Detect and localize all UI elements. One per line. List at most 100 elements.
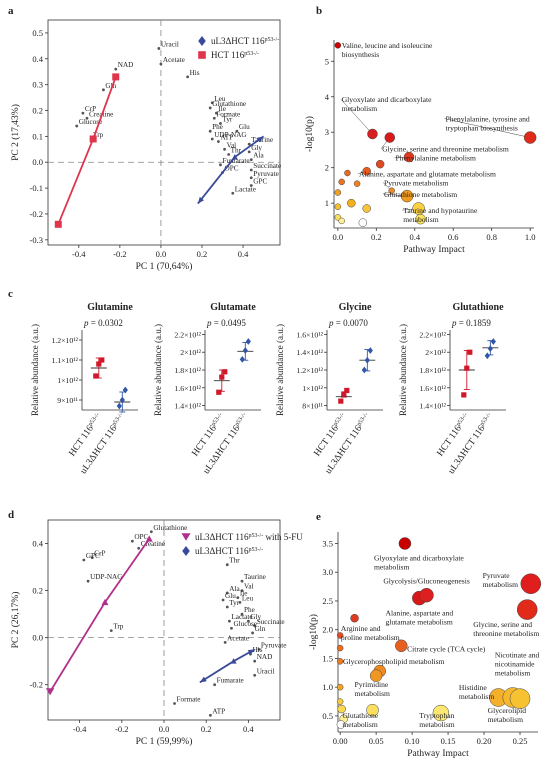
p-value-label: p = 0.0495 <box>206 318 246 328</box>
annotation-pointer <box>340 98 373 135</box>
x-tick-label: -0.2 <box>113 249 126 259</box>
pathway-label: tryptophan biosynthesis <box>446 124 518 133</box>
loading-label: Gly <box>250 613 261 621</box>
panel-letter: e <box>316 511 321 523</box>
pathway-bubble <box>395 639 408 653</box>
data-point <box>461 392 467 398</box>
loading-point <box>85 116 89 120</box>
loading-label: UDP-NAG <box>214 131 246 139</box>
group-label: uL3ΔHCT 116p53-/- <box>202 412 251 476</box>
pathway-label: proline metabolism <box>341 633 400 642</box>
loading-point <box>210 101 214 105</box>
loading-label: Ala <box>253 152 264 160</box>
y-tick-label: 5 <box>325 56 329 66</box>
loading-label: Gly <box>251 144 262 152</box>
pathway-bubble <box>353 180 361 187</box>
loading-label: Succinate <box>257 618 285 626</box>
y-tick-label: -0.1 <box>30 183 43 193</box>
pathway-bubble <box>388 187 395 195</box>
axes-frame <box>47 19 281 246</box>
x-tick-label: 0.4 <box>243 724 254 734</box>
loading-point <box>75 124 79 128</box>
x-axis-label: Pathway Impact <box>403 245 465 255</box>
loading-label: Formate <box>177 696 201 704</box>
loading-point <box>225 591 229 595</box>
score-line <box>57 76 117 225</box>
data-point <box>344 387 350 394</box>
y-tick-label: 1.1×10¹² <box>51 356 78 365</box>
pathway-label: metabolism <box>355 689 391 698</box>
dotplot-glutathione: Glutathione p = 0.1859 1.4×10¹² 1.6×10¹² 1.8… <box>398 302 506 476</box>
y-tick-label: 8×10¹¹ <box>302 402 323 411</box>
loading-point <box>90 556 94 560</box>
pathway-label: Glycine, serine and threonine metabolism <box>382 145 509 154</box>
pathway-bubble <box>384 132 396 143</box>
x-tick-label: 0.2 <box>197 249 208 259</box>
data-point <box>219 374 225 380</box>
data-point <box>216 389 222 395</box>
y-tick-label: 2×10¹² <box>425 348 446 357</box>
loading-point <box>235 129 239 133</box>
y-tick-label: 2 <box>325 163 329 173</box>
pathway-bubble <box>362 166 371 176</box>
pathway-label: Phenylalanine, tyrosine and <box>446 115 530 124</box>
y-axis-label: -log10(p) <box>304 116 315 152</box>
group-label: uL3ΔHCT 116p53-/- <box>447 412 496 476</box>
data-point <box>99 357 105 363</box>
loading-label: Trp <box>93 131 104 139</box>
panel-letter: d <box>8 509 14 521</box>
pathway-bubble <box>400 189 414 203</box>
y-tick-label: 0.0 <box>32 157 43 167</box>
loading-label: Lactate <box>231 613 252 621</box>
panel-letter: b <box>316 5 322 17</box>
loading-label: Glucose <box>79 118 103 126</box>
y-tick-label: 0.2 <box>32 106 43 116</box>
loading-point <box>82 558 86 562</box>
pca-panel-d: -0.4 -0.2 0.0 0.2 0.4 -0.2 0.0 0.2 0.4 PC 1 (59,9… <box>8 509 303 747</box>
loading-point <box>209 713 212 717</box>
loading-label: GPC <box>86 552 100 560</box>
pathway-bubble <box>338 217 345 225</box>
group-label: uL3ΔHCT 116p53-/- <box>324 412 373 476</box>
loading-point <box>223 147 226 151</box>
score-marker <box>45 688 55 696</box>
y-tick-label: 2.2×10¹² <box>174 330 201 339</box>
pathway-label: metabolism <box>419 720 455 729</box>
loading-point <box>249 184 253 187</box>
loading-point <box>210 137 214 141</box>
loading-label: His <box>252 646 262 654</box>
pathway-label: metabolism <box>495 668 531 677</box>
pathway-bubble <box>334 203 342 210</box>
loading-label: Ile <box>218 105 226 113</box>
x-tick-label: 0.05 <box>369 736 384 746</box>
annotation-pointer <box>444 118 531 138</box>
loading-label: GPC <box>253 178 267 186</box>
pathway-label: nicotinamide <box>495 659 535 668</box>
loading-label: Trp <box>113 623 124 631</box>
p-value-label: p = 0.0070 <box>328 318 368 328</box>
x-axis-label: PC 1 (70,64%) <box>136 261 193 272</box>
data-point <box>93 373 99 379</box>
y-tick-label: 0.4 <box>32 54 43 64</box>
y-tick-label: 1.6×10¹² <box>419 384 446 393</box>
loading-label: OPC <box>134 533 148 541</box>
y-tick-label: 3.5 <box>322 538 333 548</box>
pathway-bubble <box>366 703 379 717</box>
y-axis-label: PC 2 (17,43%) <box>10 104 21 161</box>
pathway-label: glutamate metabolism <box>385 617 452 626</box>
loading-label: Uracil <box>161 40 179 48</box>
data-point <box>361 366 367 374</box>
loading-point <box>109 629 113 632</box>
loading-label: Creatine <box>89 110 113 118</box>
legend-label: uL3ΔHCT 116p53-/- with 5-FU <box>195 532 303 542</box>
loading-point <box>247 142 251 146</box>
loading-label: Fumarate <box>222 157 249 165</box>
loading-point <box>217 140 220 143</box>
loading-point <box>249 176 253 180</box>
pathway-label: Glutathione metabolism <box>384 190 457 199</box>
data-point <box>487 345 493 353</box>
data-point <box>242 347 248 354</box>
loading-point <box>249 168 253 172</box>
loading-point <box>114 67 118 71</box>
